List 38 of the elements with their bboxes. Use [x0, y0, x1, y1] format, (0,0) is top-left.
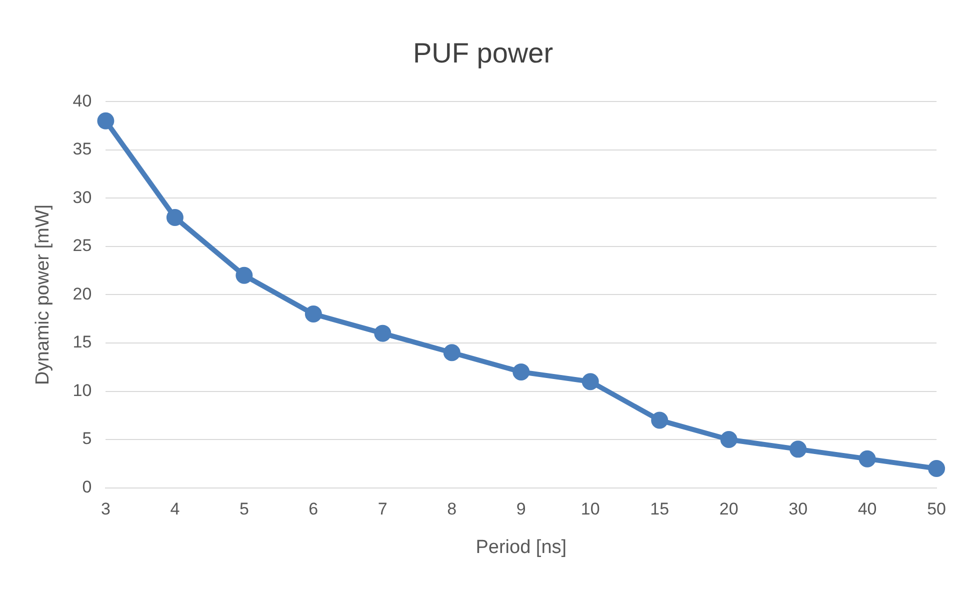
- y-tick-label: 15: [72, 332, 92, 352]
- x-axis-title: Period [ns]: [476, 536, 567, 558]
- x-tick-label: 50: [927, 500, 946, 519]
- point: [374, 324, 392, 342]
- point: [651, 412, 668, 429]
- point: [582, 373, 599, 390]
- point: [790, 440, 807, 458]
- x-tick-label: 9: [516, 500, 526, 519]
- x-tick-label: 3: [100, 500, 110, 519]
- point: [304, 306, 322, 323]
- x-tick-label: 8: [447, 500, 457, 519]
- x-tick-label: 4: [170, 500, 180, 519]
- y-tick-label: 5: [82, 429, 92, 448]
- x-tick-label: 15: [650, 500, 670, 519]
- y-tick-label: 40: [72, 91, 92, 110]
- x-tick-label: 30: [788, 500, 808, 519]
- point: [236, 266, 253, 284]
- y-tick-label: 35: [72, 140, 92, 159]
- point: [443, 344, 460, 362]
- y-tick-label: 10: [72, 380, 92, 400]
- point: [858, 450, 876, 468]
- point: [720, 431, 738, 448]
- y-axis-title: Dynamic power [mW]: [32, 204, 54, 385]
- x-tick-label: 7: [378, 500, 388, 519]
- point: [97, 112, 114, 130]
- x-tick-label: 40: [858, 500, 877, 519]
- x-tick-label: 10: [580, 500, 600, 519]
- x-tick-label: 20: [719, 500, 738, 519]
- y-tick-label: 25: [72, 236, 92, 256]
- y-tick-label: 30: [72, 188, 92, 207]
- y-tick-label: 0: [82, 477, 92, 496]
- x-tick-label: 6: [308, 500, 318, 519]
- x-tick-label: 5: [239, 500, 249, 519]
- point: [928, 460, 946, 477]
- point: [166, 208, 184, 226]
- chart-title: PUF power: [412, 38, 554, 69]
- point: [512, 363, 530, 380]
- y-tick-label: 20: [72, 284, 92, 304]
